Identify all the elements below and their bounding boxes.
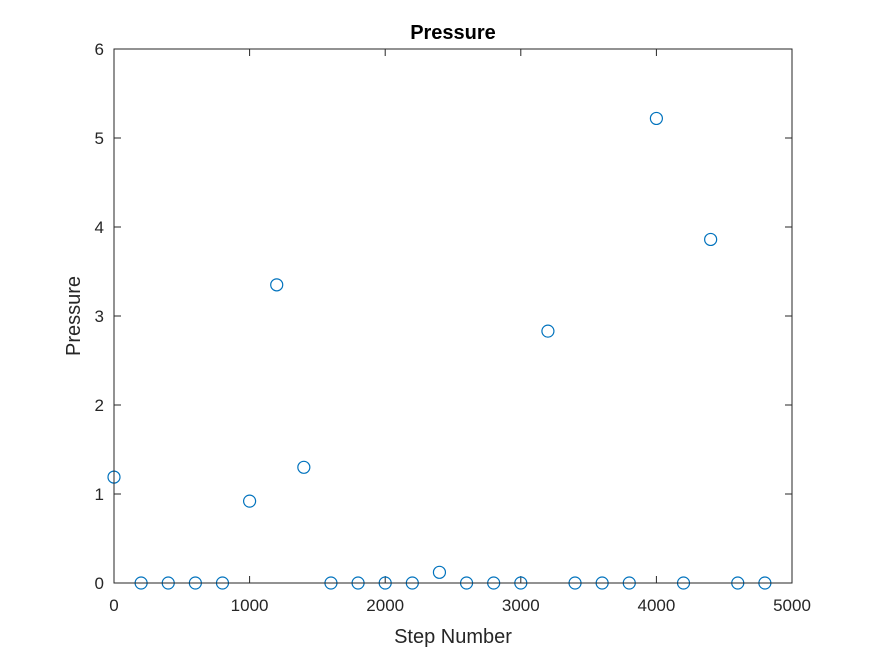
chart-title: Pressure (410, 22, 496, 44)
data-point (243, 494, 257, 508)
x-tick-label: 0 (109, 596, 118, 615)
data-point (649, 111, 664, 126)
plot-area (114, 49, 792, 583)
ticks: 0 1000 2000 3000 4000 5000 0 1 2 3 4 5 6 (95, 40, 811, 615)
y-tick-label: 2 (95, 396, 104, 415)
y-tick-label: 3 (95, 307, 104, 326)
x-tick-label: 1000 (231, 596, 269, 615)
data-point (541, 324, 555, 338)
data-point (270, 278, 284, 292)
x-tick-label: 4000 (637, 596, 675, 615)
data-point (297, 460, 311, 474)
y-tick-label: 1 (95, 485, 104, 504)
y-tick-label: 6 (95, 40, 104, 59)
y-axis-label: Pressure (63, 276, 85, 356)
data-point (704, 232, 718, 247)
y-tick-label: 0 (95, 574, 104, 593)
data-point (432, 565, 447, 579)
x-axis-label: Step Number (394, 626, 512, 648)
y-tick-label: 5 (95, 129, 104, 148)
x-tick-label: 5000 (773, 596, 811, 615)
x-tick-label: 3000 (502, 596, 540, 615)
axes-box (113, 48, 793, 584)
x-tick-label: 2000 (366, 596, 404, 615)
y-tick-label: 4 (95, 218, 104, 237)
